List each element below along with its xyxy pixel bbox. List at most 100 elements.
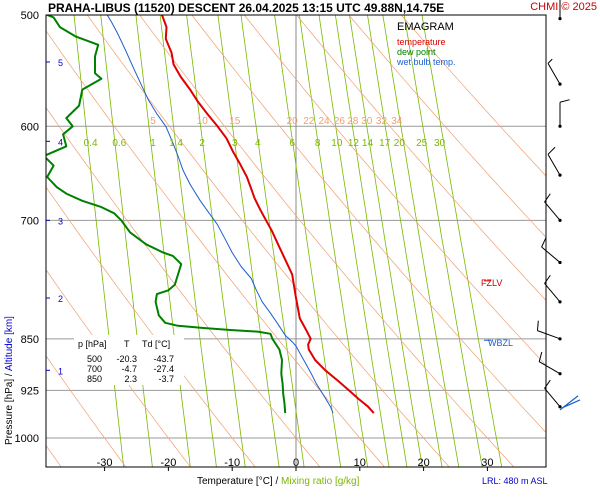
mixing-ratio-line: [403, 15, 483, 467]
wind-barbs: [536, 0, 581, 411]
wind-barb-staff: [537, 330, 561, 340]
wind-barb-staff: [541, 246, 561, 263]
dry-adiabat-line: [400, 15, 546, 177]
dry-adiabat-line: [46, 269, 191, 467]
table-header-t: T: [124, 339, 130, 349]
legend-dew-point: dew point: [397, 47, 436, 57]
table-cell: -27.4: [153, 364, 174, 374]
pressure-tick-label: 700: [21, 215, 39, 227]
fzlv-label: FZLV: [481, 278, 502, 288]
dew-point-line: [46, 15, 287, 414]
mixing-ratio-label: 0.4: [84, 138, 98, 149]
temperature-tick-label: -30: [97, 457, 113, 469]
wind-barb-flag: [547, 146, 556, 155]
lrl-label: LRL: 480 m ASL: [482, 476, 548, 486]
dry-adiabat-line: [191, 15, 546, 433]
wind-barb-station: [558, 218, 562, 222]
mixing-ratio-line: [159, 15, 217, 467]
mixing-ratio-line: [421, 15, 503, 467]
adiabat-label: 10: [197, 116, 209, 127]
mixing-ratio-label: 30: [434, 138, 446, 149]
altitude-tick-label: 3: [58, 216, 63, 226]
adiabat-label: 26: [334, 116, 346, 127]
pressure-tick-label: 925: [21, 385, 39, 397]
table-header-td: Td [°C]: [142, 339, 170, 349]
table-cell: -3.7: [158, 374, 174, 384]
altitude-tick-label: 1: [58, 366, 63, 376]
pressure-tick-label: 850: [21, 334, 39, 346]
pressure-tick-label: 1000: [15, 433, 39, 445]
adiabat-label: 5: [150, 116, 156, 127]
mixing-ratio-line: [334, 15, 408, 467]
mixing-ratio-label: 6: [289, 138, 295, 149]
wind-barb-staff: [544, 283, 561, 303]
chart-title: PRAHA-LIBUS (11520) DESCENT 26.04.2025 1…: [48, 1, 444, 15]
y-axis-label: Pressure [hPa] / Altitude [km]: [4, 316, 15, 445]
mixing-ratio-label: 4: [255, 138, 261, 149]
dry-adiabat-line: [243, 15, 546, 366]
altitude-tick-label: 5: [58, 58, 63, 68]
table-cell: 700: [87, 364, 102, 374]
pressure-tick-label: 500: [21, 10, 39, 22]
temperature-tick-label: -20: [160, 457, 176, 469]
mixing-ratio-label: 14: [362, 138, 374, 149]
wind-barb-flag: [544, 193, 551, 203]
mixing-ratio-label: 1.4: [169, 138, 183, 149]
wind-barb-flag: [544, 379, 551, 389]
legend-title: EMAGRAM: [397, 21, 454, 33]
wind-barb-flag: [541, 237, 547, 248]
mixing-ratio-lines: [73, 15, 503, 467]
wet-bulb-line: [106, 15, 334, 414]
mixing-ratio-label: 8: [315, 138, 321, 149]
sounding-series: [46, 15, 375, 414]
adiabat-label: 24: [319, 116, 331, 127]
mixing-ratio-line: [382, 15, 460, 467]
temperature-tick-label: 10: [354, 457, 366, 469]
wind-barb-flag: [544, 274, 551, 284]
temperature-tick-label: 30: [481, 457, 493, 469]
adiabat-label: 30: [361, 116, 373, 127]
table-cell: 850: [87, 374, 102, 384]
copyright-text: CHMI © 2025: [530, 1, 597, 13]
legend-temperature: temperature: [397, 37, 446, 47]
mixing-ratio-line: [367, 15, 443, 467]
mixing-ratio-label: 0.6: [112, 138, 126, 149]
wind-barb-station: [558, 372, 562, 376]
pressure-tick-label: 600: [21, 121, 39, 133]
temperature-tick-label: 20: [417, 457, 429, 469]
table-cell: -4.7: [121, 364, 137, 374]
wind-barb-flag: [559, 99, 570, 103]
wind-barb-flag: [536, 320, 539, 331]
mixing-ratio-line: [135, 15, 191, 467]
mixing-ratio-line: [240, 15, 305, 467]
mixing-ratio-line: [73, 15, 125, 467]
mixing-ratio-label: 10: [331, 138, 343, 149]
dry-adiabat-line: [46, 106, 321, 467]
dry-adiabat-lines: [46, 15, 546, 467]
x-axis-label: Temperature [°C] / Mixing ratio [g/kg]: [197, 476, 360, 487]
adiabat-label: 34: [391, 116, 403, 127]
mixing-ratio-line: [318, 15, 390, 467]
dry-adiabat-line: [46, 355, 127, 467]
mixing-ratio-label: 25: [416, 138, 428, 149]
altitude-tick-label: 4: [58, 137, 63, 147]
wind-barb-surface: [559, 395, 581, 411]
wind-barb-station: [558, 405, 562, 409]
altitude-tick-label: 2: [58, 294, 63, 304]
legend-wet-bulb: wet bulb temp.: [396, 57, 456, 67]
wind-barb-staff: [547, 154, 561, 176]
table-cell: 2.3: [124, 374, 137, 384]
dry-adiabat-line: [139, 15, 515, 467]
adiabat-label: 20: [287, 116, 299, 127]
wind-barb-flag: [538, 351, 543, 362]
wbzl-label: WBZL: [488, 338, 513, 348]
table-cell: -43.7: [153, 354, 174, 364]
mixing-ratio-label: 1: [150, 138, 156, 149]
adiabat-label: 22: [303, 116, 315, 127]
adiabat-label: 28: [347, 116, 359, 127]
data-table: p [hPa] T Td [°C] 500 -20.3 -43.7 700 -4…: [74, 335, 184, 385]
wind-barb-staff: [547, 63, 561, 85]
wind-barb-station: [558, 124, 562, 128]
dry-adiabat-line: [46, 186, 256, 467]
